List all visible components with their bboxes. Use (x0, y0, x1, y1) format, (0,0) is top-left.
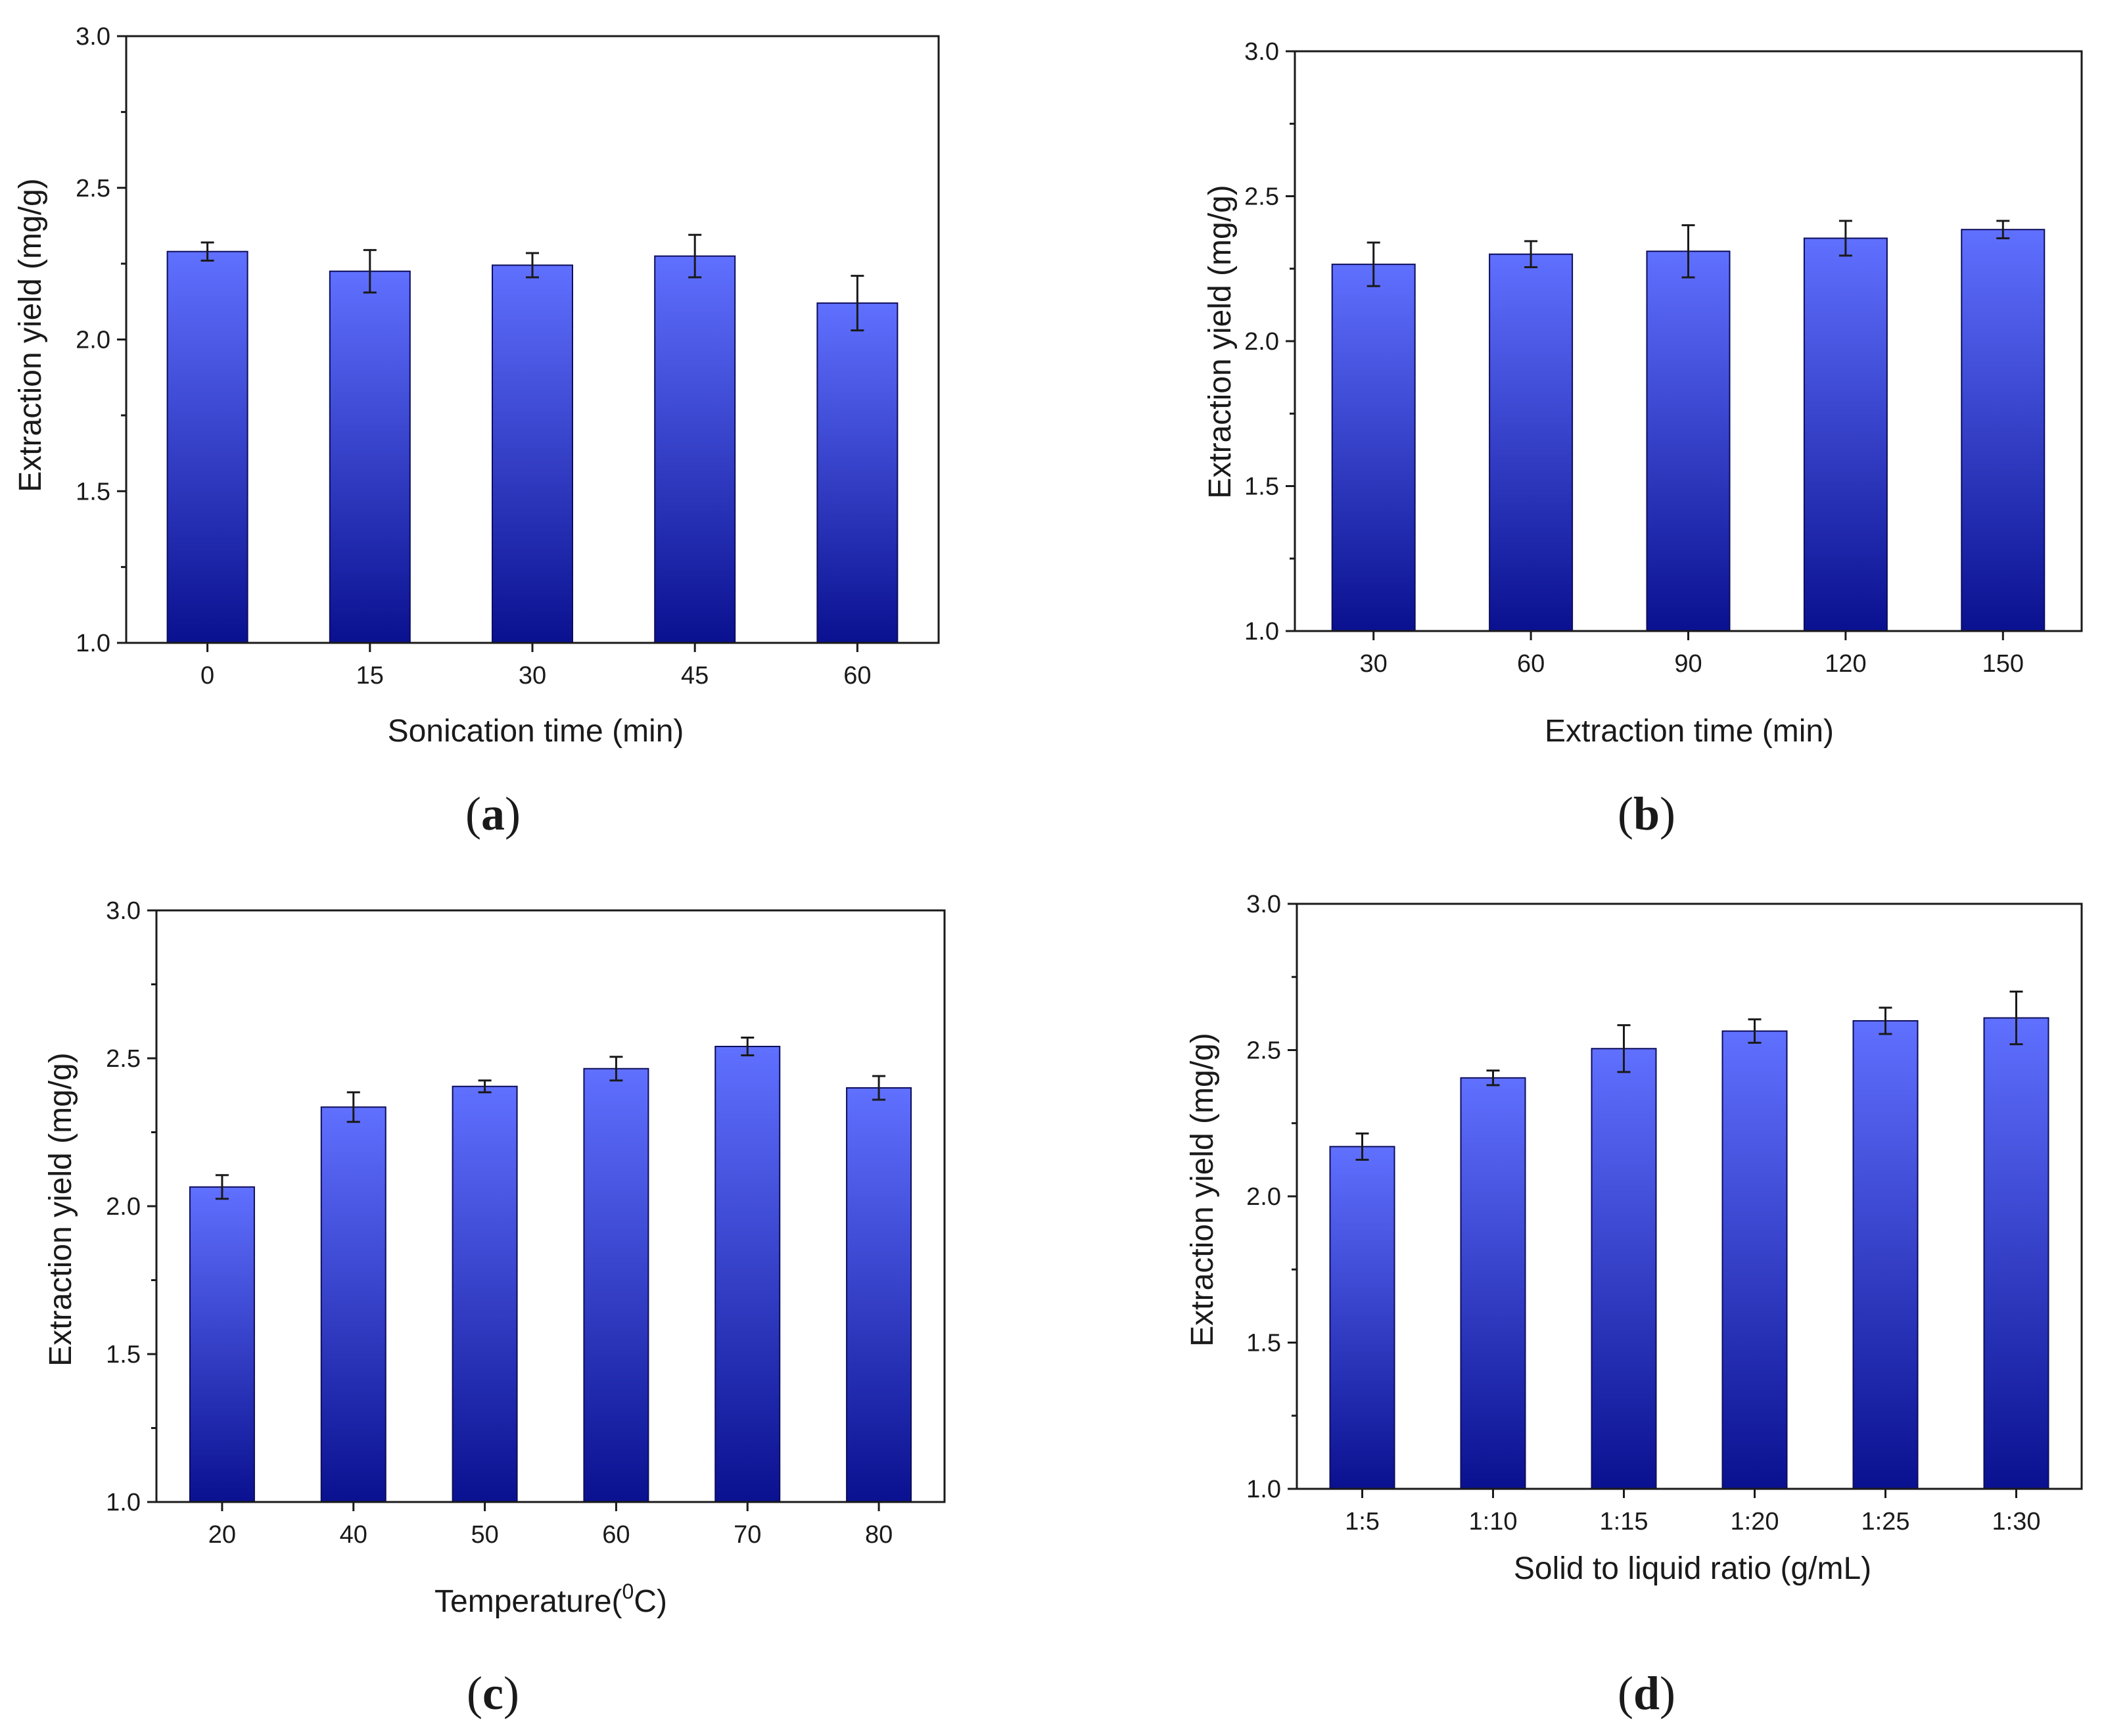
bar-b-2 (1646, 250, 1731, 632)
panel-letter-a: a (481, 787, 505, 840)
bar-d-3 (1721, 1030, 1788, 1490)
y-tick-label-c-1: 1.5 (106, 1341, 141, 1369)
x-tick-label-b-1: 60 (1517, 650, 1545, 678)
panel-letter-c: c (482, 1667, 503, 1720)
x-axis-title-a: Sonication time (min) (388, 714, 684, 749)
bar-a-1 (329, 270, 411, 644)
x-tick-label-a-1: 15 (356, 662, 384, 690)
y-tick-label-a-3: 2.5 (76, 175, 110, 202)
x-tick-label-a-2: 30 (519, 662, 546, 690)
x-tick-label-c-4: 70 (734, 1521, 761, 1549)
bar-c-5 (846, 1087, 912, 1503)
x-tick-label-c-0: 20 (208, 1521, 236, 1549)
x-tick-label-c-2: 50 (471, 1521, 498, 1549)
bar-c-1 (320, 1106, 386, 1503)
y-tick-label-c-4: 3.0 (106, 897, 141, 925)
x-tick-label-c-3: 60 (602, 1521, 630, 1549)
x-tick-label-a-0: 0 (200, 662, 214, 690)
plot-area-d: 1:5 1:10 1:15 1:20 1:25 1:30 1.0 1.5 2.0 2.5 3.0 (1246, 891, 2083, 1536)
bar-b-3 (1803, 237, 1888, 632)
panel-c: 20 40 50 60 70 80 1.0 1.5 2.0 2.5 3.0 Extraction y… (43, 897, 946, 1720)
panel-a: 0 15 30 45 60 1.0 1.5 2.0 2.5 3.0 Extraction yiel… (13, 23, 940, 840)
x-axis-title-c-suffix: C) (634, 1584, 667, 1619)
bar-a-2 (492, 264, 573, 644)
y-tick-label-d-0: 1.0 (1246, 1476, 1281, 1503)
y-tick-label-b-0: 1.0 (1244, 618, 1279, 645)
bar-c-4 (714, 1046, 781, 1503)
bar-d-2 (1591, 1048, 1657, 1490)
y-axis-title-c: Extraction yield (mg/g) (43, 1052, 78, 1367)
bar-d-5 (1983, 1017, 2049, 1490)
x-tick-label-c-5: 80 (865, 1521, 893, 1549)
x-tick-label-d-4: 1:25 (1861, 1508, 1910, 1536)
panel-label-a: (a) (465, 787, 521, 840)
x-axis-title-d: Solid to liquid ratio (g/mL) (1514, 1551, 1871, 1586)
bar-d-4 (1852, 1020, 1919, 1490)
bar-b-4 (1961, 229, 2046, 632)
x-tick-label-b-0: 30 (1360, 650, 1388, 678)
panel-b: 30 60 90 120 150 1.0 1.5 2.0 2.5 3.0 Extraction y… (1203, 38, 2083, 840)
plot-area-a: 0 15 30 45 60 1.0 1.5 2.0 2.5 3.0 (76, 23, 940, 690)
x-tick-label-b-2: 90 (1674, 650, 1702, 678)
y-axis-title-d: Extraction yield (mg/g) (1185, 1033, 1220, 1347)
y-axis-title-a: Extraction yield (mg/g) (13, 178, 48, 492)
x-axis-title-c-main: Temperature( (434, 1584, 622, 1619)
y-axis-title-b: Extraction yield (mg/g) (1203, 185, 1238, 499)
x-tick-label-a-3: 45 (681, 662, 709, 690)
y-tick-label-d-4: 3.0 (1246, 891, 1281, 918)
x-axis-title-b: Extraction time (min) (1545, 714, 1834, 749)
y-tick-label-b-3: 2.5 (1244, 183, 1279, 211)
bar-d-1 (1460, 1077, 1526, 1490)
x-tick-label-b-3: 120 (1825, 650, 1866, 678)
plot-frame-b (1294, 50, 2083, 632)
bar-a-4 (816, 302, 899, 644)
x-axis-title-c-superscript: 0 (622, 1580, 634, 1603)
bar-c-2 (452, 1085, 518, 1503)
x-tick-label-d-3: 1:20 (1731, 1508, 1779, 1536)
plot-frame-c (155, 909, 946, 1503)
y-tick-label-c-0: 1.0 (106, 1489, 141, 1516)
bar-a-3 (654, 255, 736, 644)
bar-b-0 (1331, 264, 1416, 632)
y-tick-label-c-3: 2.5 (106, 1045, 141, 1073)
y-tick-label-a-2: 2.0 (76, 327, 110, 354)
plot-frame-a (125, 35, 940, 644)
x-tick-label-b-4: 150 (1982, 650, 2024, 678)
bar-c-3 (583, 1067, 649, 1503)
y-tick-label-d-1: 1.5 (1246, 1330, 1281, 1357)
y-tick-label-a-1: 1.5 (76, 478, 110, 505)
x-tick-label-d-2: 1:15 (1600, 1508, 1648, 1536)
x-tick-label-d-1: 1:10 (1469, 1508, 1518, 1536)
y-tick-label-d-3: 2.5 (1246, 1037, 1281, 1065)
x-tick-label-d-0: 1:5 (1345, 1508, 1380, 1536)
y-tick-label-b-4: 3.0 (1244, 38, 1279, 66)
bar-b-1 (1489, 253, 1574, 632)
plot-frame-d (1296, 903, 2083, 1490)
x-tick-label-d-5: 1:30 (1992, 1508, 2041, 1536)
x-tick-label-a-4: 60 (843, 662, 871, 690)
y-tick-label-b-1: 1.5 (1244, 473, 1279, 501)
panel-letter-d: d (1633, 1667, 1660, 1720)
panel-letter-b: b (1633, 787, 1660, 840)
y-tick-label-c-2: 2.0 (106, 1193, 141, 1221)
y-tick-label-a-0: 1.0 (76, 630, 110, 657)
bar-a-0 (166, 250, 248, 644)
x-axis-title-c: Temperature(0C) (434, 1580, 667, 1619)
x-tick-label-c-1: 40 (340, 1521, 367, 1549)
plot-area-c: 20 40 50 60 70 80 1.0 1.5 2.0 2.5 3.0 (106, 897, 946, 1549)
y-tick-label-a-4: 3.0 (76, 23, 110, 51)
panel-label-c: (c) (467, 1667, 519, 1720)
y-tick-label-b-2: 2.0 (1244, 328, 1279, 356)
plot-area-b: 30 60 90 120 150 1.0 1.5 2.0 2.5 3.0 (1244, 38, 2083, 678)
bar-c-0 (189, 1186, 255, 1503)
panel-label-b: (b) (1618, 787, 1675, 840)
panel-label-d: (d) (1618, 1667, 1675, 1720)
y-tick-label-d-2: 2.0 (1246, 1183, 1281, 1211)
bar-d-0 (1329, 1146, 1395, 1490)
panel-d: 1:5 1:10 1:15 1:20 1:25 1:30 1.0 1.5 2.0 2.5 3.0 E… (1185, 891, 2083, 1720)
